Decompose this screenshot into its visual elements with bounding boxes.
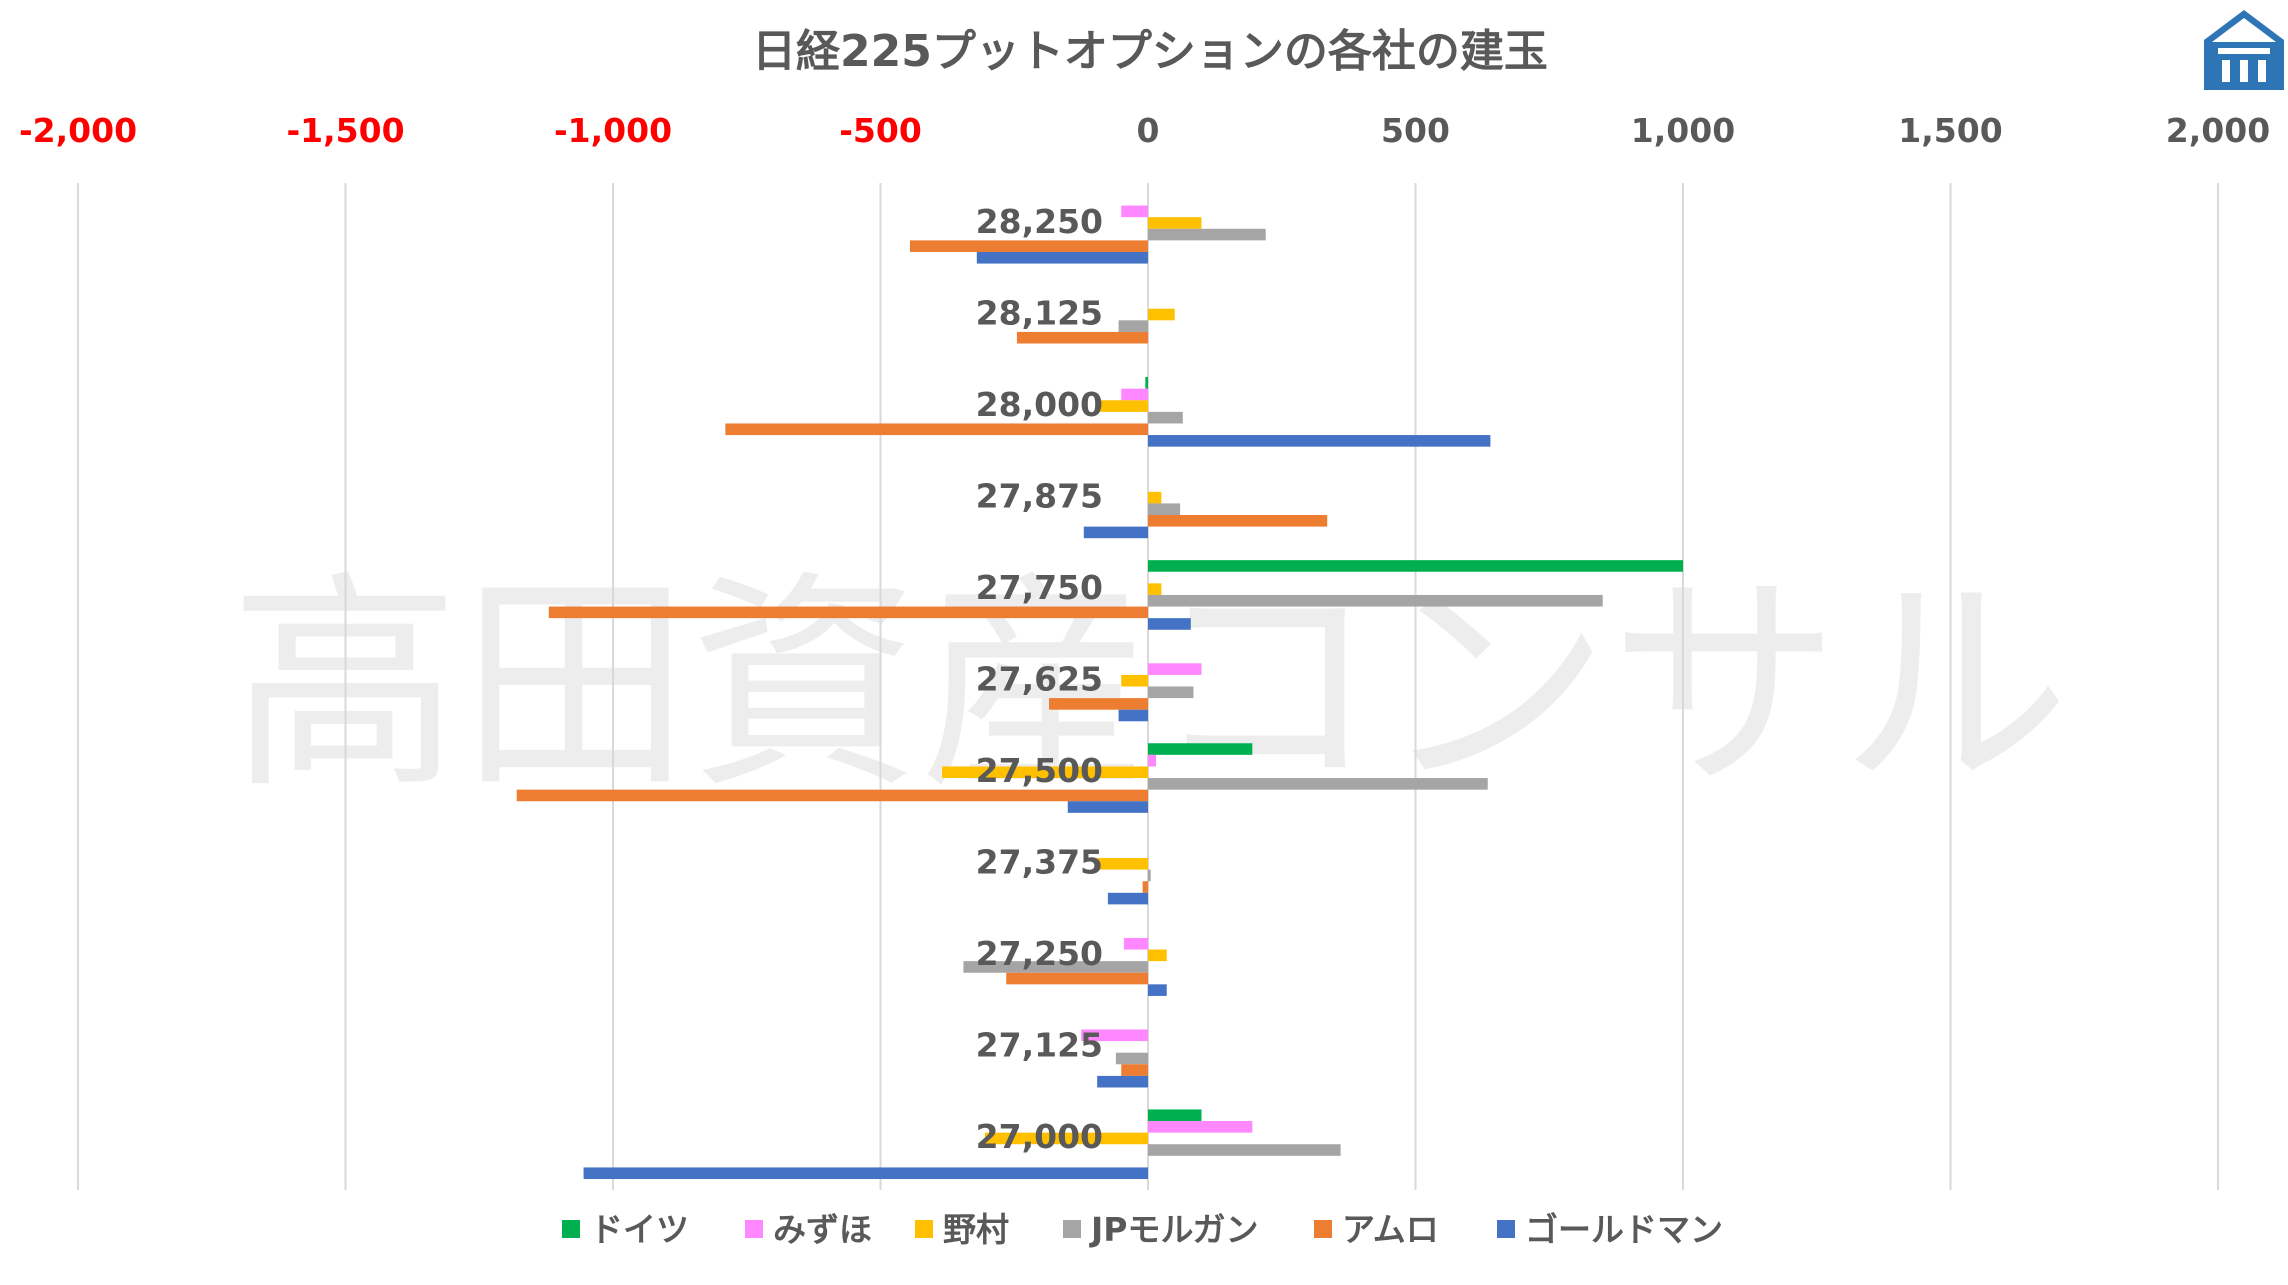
legend-swatch <box>915 1220 933 1238</box>
bar <box>1121 674 1148 687</box>
bar <box>1148 686 1194 699</box>
bar <box>1097 400 1148 412</box>
bar <box>976 251 1148 264</box>
logo-icon <box>2204 10 2284 90</box>
bar <box>1148 560 1683 572</box>
bar <box>1121 205 1148 218</box>
category-labels: 28,250 28,125 28,000 27,875 27,750 27,625 27,5… <box>976 202 1103 1156</box>
bar <box>548 606 1148 619</box>
category-label: 27,125 <box>976 1026 1103 1065</box>
legend-label: みずほ <box>773 1210 872 1249</box>
x-tick-label: 0 <box>1137 111 1160 150</box>
category-label: 28,250 <box>976 202 1103 241</box>
bar <box>1123 937 1148 950</box>
bar <box>1148 869 1151 882</box>
x-tick-label: -1,000 <box>554 111 672 150</box>
bar <box>1148 743 1253 755</box>
bar <box>1097 857 1148 870</box>
bar <box>1148 411 1183 424</box>
bar <box>963 961 1148 973</box>
bar <box>1148 435 1491 447</box>
bar <box>1148 228 1266 241</box>
legend-swatch <box>562 1220 580 1238</box>
x-tick-label: -1,500 <box>286 111 404 150</box>
bar <box>1148 754 1157 767</box>
bar <box>1107 892 1148 905</box>
x-tick-label: 1,500 <box>1898 111 2002 150</box>
category-label: 27,000 <box>976 1117 1103 1156</box>
legend-label: アムロ <box>1342 1210 1439 1249</box>
legend-label: 野村 <box>943 1210 1009 1249</box>
x-tick-label: 2,000 <box>2166 111 2270 150</box>
bars <box>516 205 1683 1180</box>
x-tick-label: -500 <box>839 111 922 150</box>
category-label: 27,875 <box>976 476 1103 515</box>
bar <box>984 1132 1148 1145</box>
legend-label: JPモルガン <box>1089 1210 1258 1249</box>
legend-label: ドイツ <box>590 1210 689 1249</box>
bar <box>1148 663 1202 675</box>
bar <box>1121 1064 1148 1076</box>
bar <box>516 789 1148 802</box>
gridlines <box>77 183 2219 1190</box>
bar <box>1145 377 1148 389</box>
x-tick-labels: -2,000 -1,500 -1,000 -500 0 500 1,000 1,500 2,00… <box>19 111 2270 150</box>
bar <box>1148 1121 1253 1133</box>
category-label: 27,250 <box>976 934 1103 973</box>
bar <box>583 1167 1148 1180</box>
bar <box>1148 491 1162 504</box>
bar <box>1148 618 1191 630</box>
bar <box>1148 949 1167 962</box>
bar <box>1142 881 1148 893</box>
category-label: 28,125 <box>976 293 1103 332</box>
bar <box>1148 308 1175 321</box>
bar <box>1083 526 1148 539</box>
category-label: 27,750 <box>976 568 1103 607</box>
legend-swatch <box>1063 1220 1081 1238</box>
bar <box>1148 583 1162 595</box>
x-tick-label: -2,000 <box>19 111 137 150</box>
bar <box>1148 594 1603 607</box>
chart-title: 日経225プットオプションの各社の建玉 <box>752 26 1548 77</box>
bar <box>1148 778 1488 790</box>
bar <box>1148 1109 1202 1122</box>
bar <box>1097 1075 1148 1088</box>
legend-label: ゴールドマン <box>1525 1210 1723 1249</box>
bar <box>1081 1029 1148 1042</box>
bar <box>1016 331 1148 344</box>
category-label: 27,500 <box>976 751 1103 790</box>
legend: ドイツ みずほ 野村 JPモルガン アムロ ゴールドマン <box>562 1210 1723 1249</box>
legend-swatch <box>745 1220 763 1238</box>
category-label: 28,000 <box>976 385 1103 424</box>
legend-swatch <box>1497 1220 1515 1238</box>
bar <box>1148 503 1181 516</box>
bar <box>1121 388 1148 401</box>
bar <box>909 240 1148 252</box>
bar <box>1115 1052 1148 1065</box>
bar <box>1148 515 1328 527</box>
bar <box>1118 320 1148 332</box>
legend-swatch <box>1314 1220 1332 1238</box>
bar <box>1118 709 1148 722</box>
bar <box>1148 217 1202 229</box>
bar <box>1049 698 1148 710</box>
bar <box>1148 984 1167 996</box>
bar <box>1006 972 1148 985</box>
bar <box>1067 801 1148 813</box>
x-tick-label: 500 <box>1381 111 1450 150</box>
bar <box>1148 1144 1341 1156</box>
bar <box>725 423 1148 436</box>
category-label: 27,375 <box>976 843 1103 882</box>
bar <box>942 766 1148 779</box>
category-label: 27,625 <box>976 660 1103 699</box>
x-tick-label: 1,000 <box>1631 111 1735 150</box>
